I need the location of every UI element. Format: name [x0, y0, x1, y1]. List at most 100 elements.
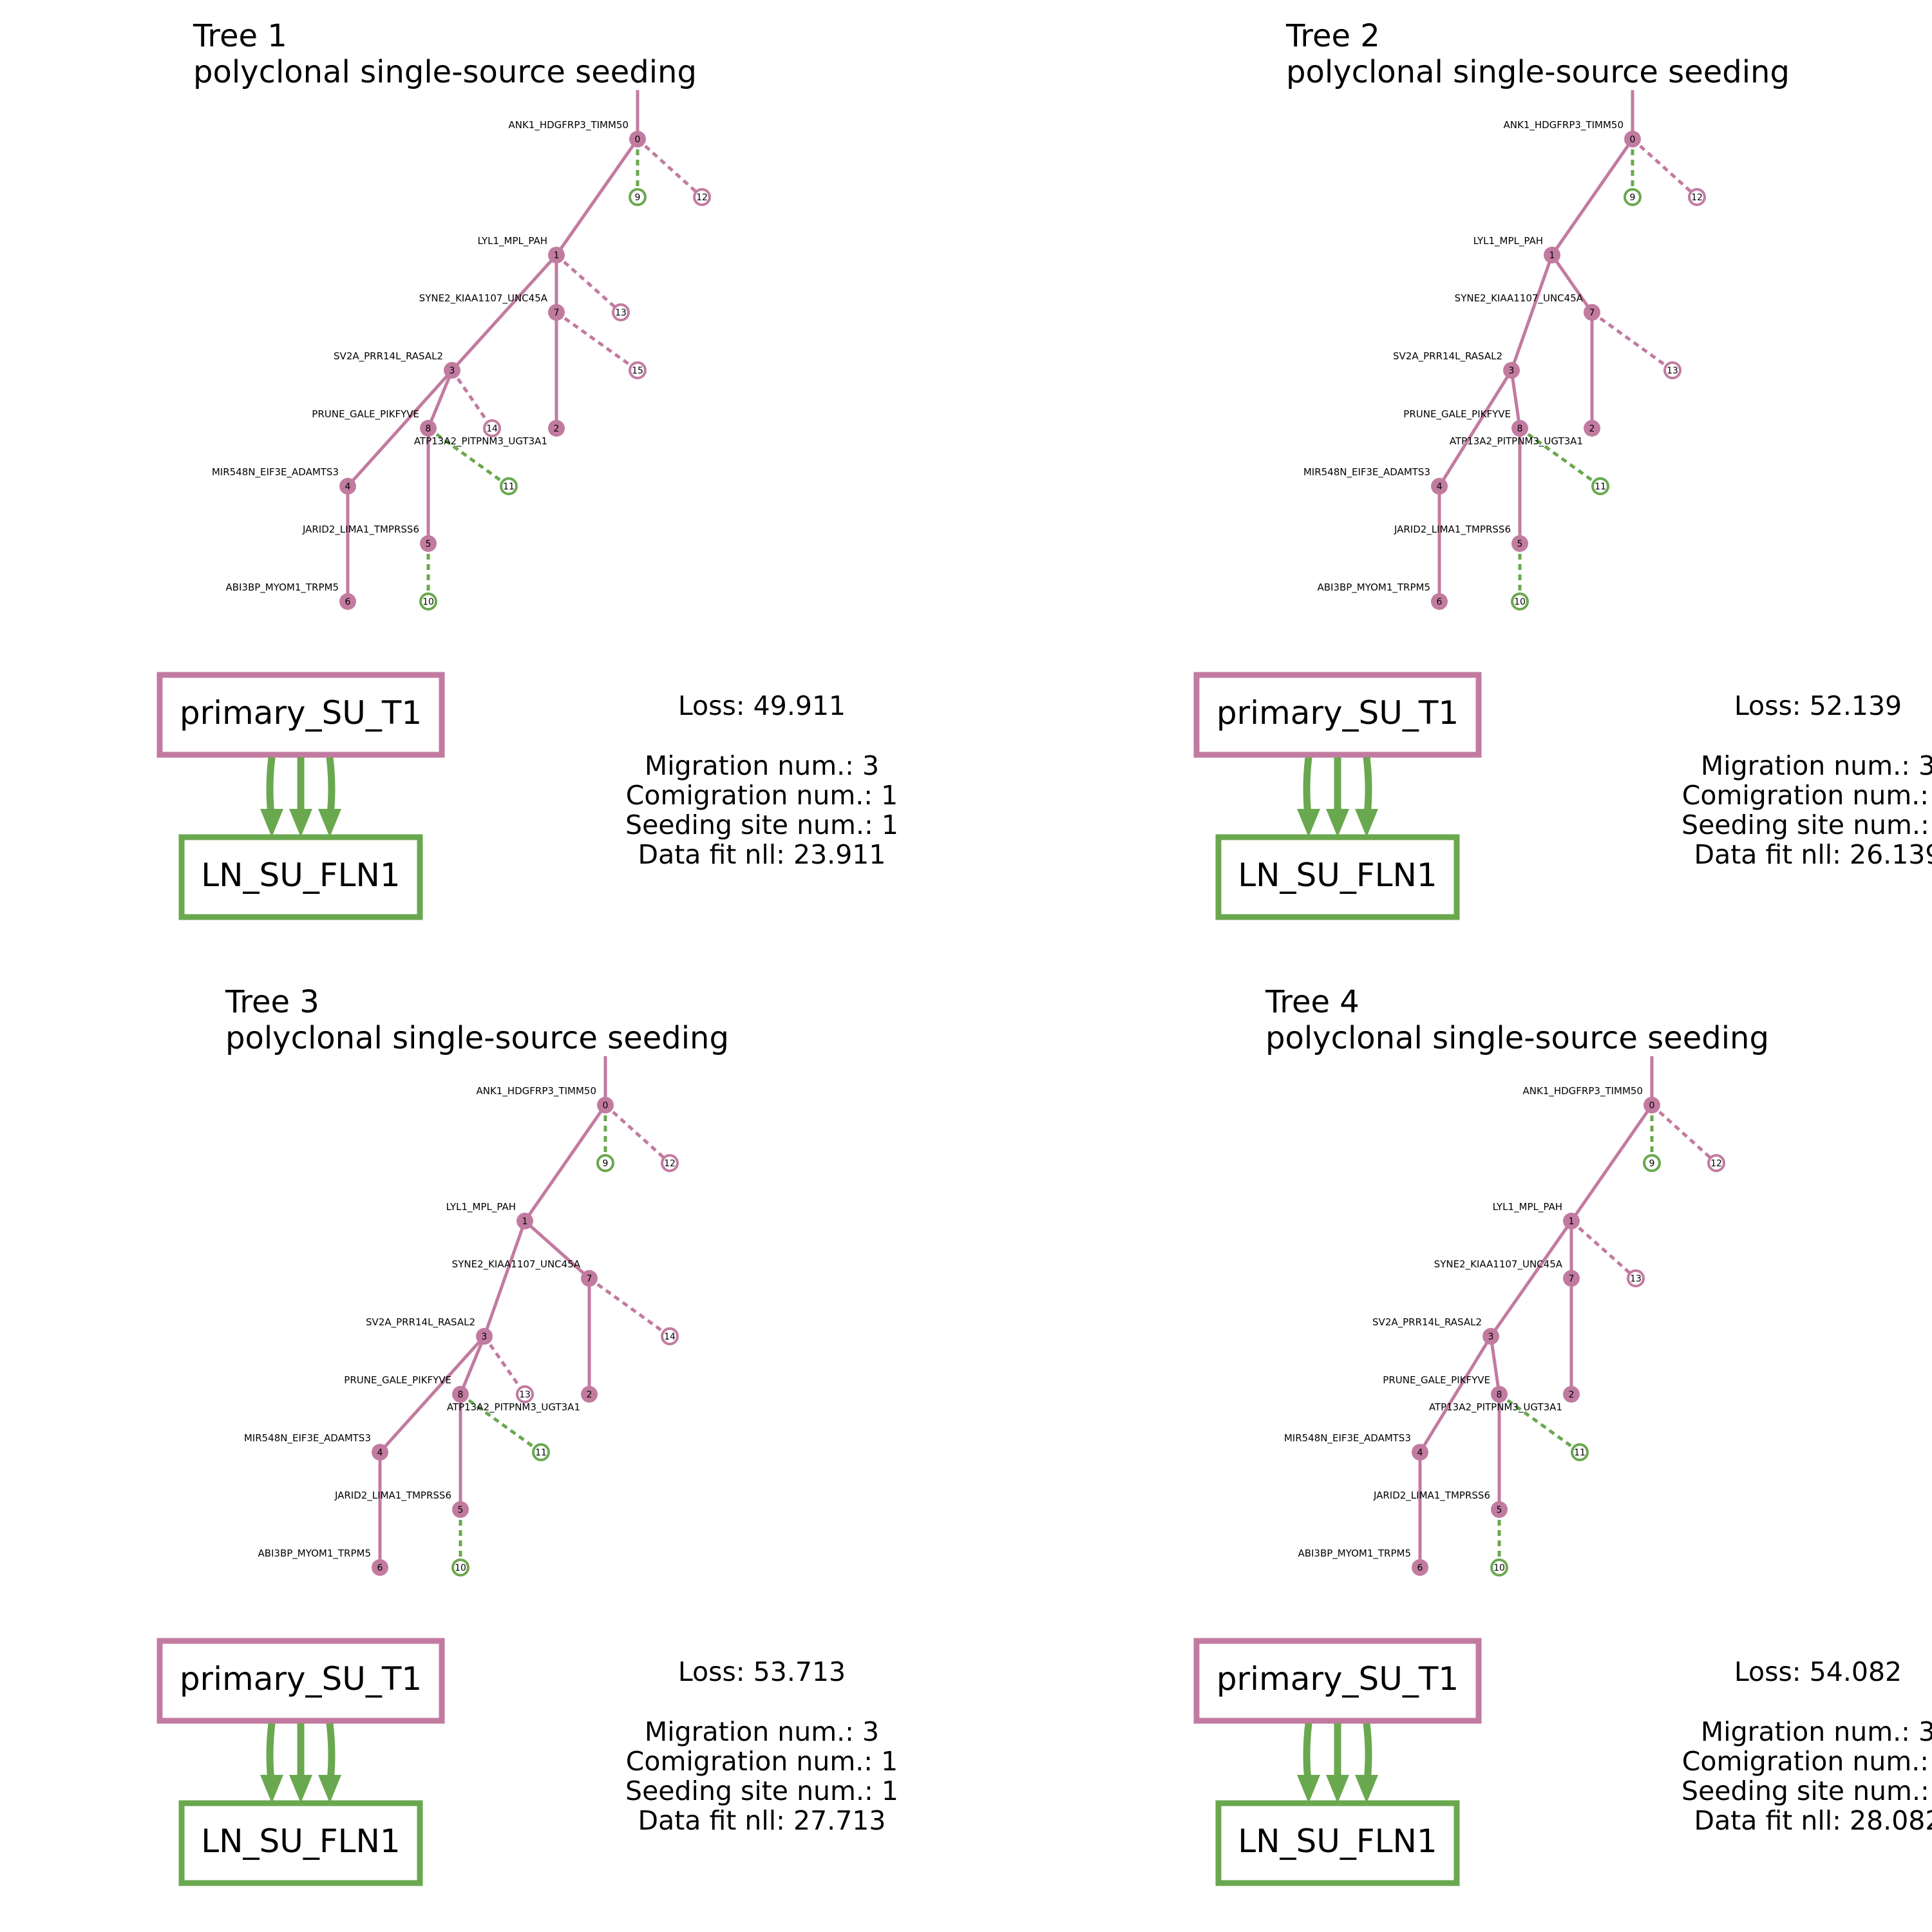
tree-node-6: 6 — [1431, 593, 1448, 610]
tree-node-2: 2 — [1563, 1386, 1580, 1403]
comigration-num: Comigration num.: 1 — [626, 1746, 898, 1777]
tree-node-8: 8 — [420, 420, 437, 437]
tree-node-4: 4 — [1412, 1444, 1428, 1461]
tree-node-0: 0 — [629, 131, 646, 147]
svg-text:8: 8 — [426, 424, 431, 434]
tree-node-3: 3 — [1503, 362, 1520, 379]
tree-node-5: 5 — [1491, 1501, 1508, 1518]
primary-site-label: primary_SU_T1 — [1217, 1660, 1459, 1698]
tree-leaf-11: 11 — [500, 477, 518, 495]
seeding-site-num: Seeding site num.: 1 — [1681, 810, 1932, 840]
tree-node-7: 7 — [1563, 1270, 1580, 1287]
svg-text:9: 9 — [1630, 193, 1636, 203]
gene-label: ATP13A2_PITPNM3_UGT3A1 — [1429, 1401, 1562, 1414]
data-fit-nll: Data fit nll: 28.082 — [1694, 1805, 1932, 1836]
gene-label: ABI3BP_MYOM1_TRPM5 — [225, 582, 339, 594]
gene-label: MIR548N_EIF3E_ADAMTS3 — [1303, 466, 1430, 478]
stats-block: Loss: 54.082 Migration num.: 3 Comigrati… — [1681, 1656, 1932, 1836]
loss-value: Loss: 53.713 — [678, 1656, 846, 1687]
stats-block: Loss: 49.911 Migration num.: 3 Comigrati… — [625, 690, 898, 870]
clone-tree: 0 1 7 3 8 2 4 5 6 9 12 14 13 11 10 ANK1_… — [244, 1056, 679, 1577]
loss-value: Loss: 49.911 — [678, 690, 846, 721]
svg-text:3: 3 — [450, 366, 455, 376]
tree-edge-0-1 — [523, 1104, 607, 1222]
comigration-num: Comigration num.: 1 — [626, 780, 898, 811]
gene-label: SYNE2_KIAA1107_UNC45A — [1455, 292, 1584, 305]
metastasis-site-label: LN_SU_FLN1 — [1238, 857, 1437, 894]
svg-text:6: 6 — [1437, 597, 1443, 607]
tree-leaf-13: 13 — [1627, 1269, 1645, 1287]
stats-block: Loss: 53.713 Migration num.: 3 Comigrati… — [625, 1656, 898, 1836]
gene-label: LYL1_MPL_PAH — [1493, 1201, 1562, 1213]
tree-subtitle: polyclonal single-source seeding — [1286, 54, 1790, 90]
svg-text:4: 4 — [377, 1448, 383, 1458]
tree-edge-1-7 — [1550, 254, 1594, 314]
migration-graph: primary_SU_T1 LN_SU_FLN1 — [156, 1638, 445, 1886]
svg-text:1: 1 — [554, 251, 560, 261]
loss-value: Loss: 54.082 — [1734, 1656, 1902, 1687]
svg-text:5: 5 — [1497, 1505, 1502, 1515]
gene-label: SV2A_PRR14L_RASAL2 — [1393, 350, 1502, 363]
svg-text:15: 15 — [632, 366, 643, 376]
svg-text:7: 7 — [554, 308, 560, 318]
svg-text:10: 10 — [455, 1563, 466, 1573]
arrowhead — [1355, 809, 1378, 837]
migration-num: Migration num.: 3 — [1701, 750, 1932, 781]
svg-text:5: 5 — [458, 1505, 464, 1515]
gene-label: ATP13A2_PITPNM3_UGT3A1 — [414, 435, 547, 448]
gene-label: SV2A_PRR14L_RASAL2 — [366, 1316, 475, 1329]
gene-label: JARID2_LIMA1_TMPRSS6 — [1373, 1490, 1490, 1502]
tree-node-2: 2 — [548, 420, 565, 437]
svg-text:1: 1 — [1549, 251, 1555, 261]
svg-text:9: 9 — [635, 193, 641, 203]
clone-tree: 0 1 7 3 8 2 4 5 6 9 12 13 11 10 ANK1_HDG… — [1284, 1056, 1725, 1577]
tree-node-2: 2 — [1584, 420, 1600, 437]
primary-site-label: primary_SU_T1 — [180, 694, 422, 732]
svg-text:5: 5 — [426, 539, 431, 549]
svg-text:14: 14 — [664, 1332, 676, 1342]
tree-leaf-14: 14 — [483, 419, 501, 437]
tree-edge-1-13 — [1570, 1220, 1637, 1280]
tree-leaf-13: 13 — [612, 303, 630, 321]
migration-graph: primary_SU_T1 LN_SU_FLN1 — [1193, 1638, 1482, 1886]
tree-title: Tree 2 — [1285, 18, 1380, 54]
comigration-num: Comigration num.: 1 — [1682, 1746, 1932, 1777]
tree-edge-0-12 — [604, 1104, 671, 1164]
tree-edge-0-1 — [1569, 1104, 1654, 1222]
tree-edge-8-11 — [1498, 1392, 1581, 1454]
tree-leaf-10: 10 — [451, 1558, 469, 1577]
arrowhead — [260, 1775, 283, 1803]
tree-leaf-11: 11 — [1571, 1443, 1589, 1461]
tree-edge-3-4 — [379, 1335, 486, 1454]
tree-node-7: 7 — [581, 1270, 598, 1287]
stats-block: Loss: 52.139 Migration num.: 3 Comigrati… — [1681, 690, 1932, 870]
tree-node-3: 3 — [476, 1328, 493, 1345]
gene-label: LYL1_MPL_PAH — [446, 1201, 516, 1213]
gene-label: MIR548N_EIF3E_ADAMTS3 — [1284, 1432, 1411, 1444]
svg-text:13: 13 — [1630, 1274, 1642, 1284]
metastasis-site-label: LN_SU_FLN1 — [201, 1823, 400, 1860]
tree-node-8: 8 — [452, 1386, 469, 1403]
tree-node-4: 4 — [1431, 478, 1448, 495]
arrowhead — [1326, 809, 1349, 837]
svg-text:5: 5 — [1517, 539, 1523, 549]
tree-edge-8-11 — [1519, 426, 1602, 488]
tree-edge-1-3 — [1510, 254, 1554, 371]
svg-text:8: 8 — [1497, 1390, 1502, 1400]
svg-text:6: 6 — [1417, 1563, 1423, 1573]
tree-edge-3-8 — [1489, 1336, 1501, 1395]
tree-edge-3-4 — [346, 369, 453, 488]
tree-panel-4: Tree 4 polyclonal single-source seeding … — [1193, 984, 1932, 1886]
tree-node-0: 0 — [1643, 1097, 1660, 1113]
tree-node-5: 5 — [1511, 535, 1528, 552]
tree-edge-1-3 — [482, 1220, 527, 1337]
metastasis-site-label: LN_SU_FLN1 — [201, 857, 400, 894]
primary-site-box — [1193, 672, 1482, 758]
gene-label: PRUNE_GALE_PIKFYVE — [1403, 408, 1511, 421]
svg-text:12: 12 — [696, 193, 708, 203]
svg-text:10: 10 — [422, 597, 434, 607]
tree-node-3: 3 — [1482, 1328, 1499, 1345]
tree-node-6: 6 — [1412, 1559, 1428, 1576]
svg-text:13: 13 — [615, 308, 627, 318]
